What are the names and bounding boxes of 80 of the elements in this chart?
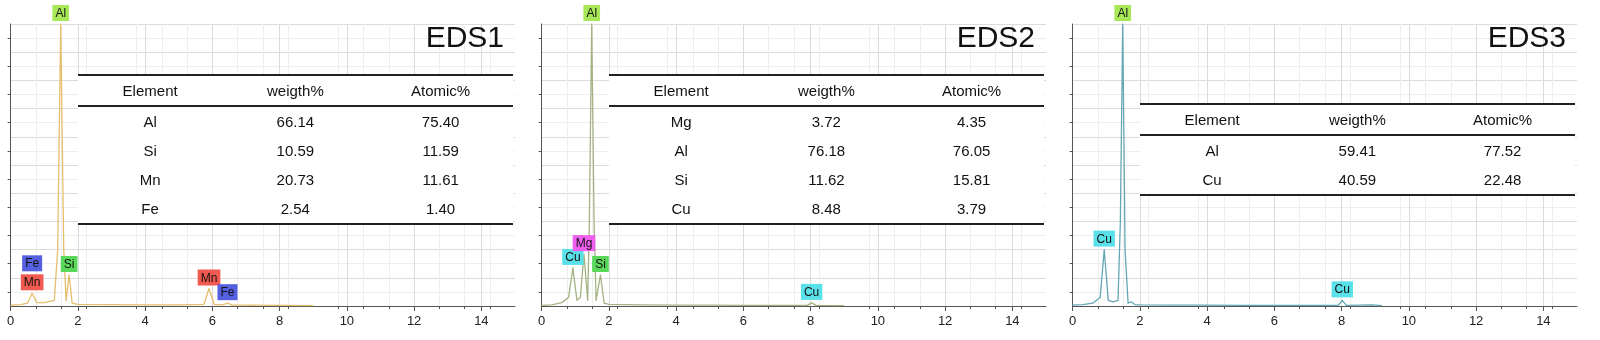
x-tick-label: 12 — [1468, 313, 1484, 328]
annotation: Mg — [575, 236, 593, 251]
annotation: 22.48 — [1482, 170, 1523, 188]
annotation: 3.79 — [956, 199, 988, 217]
annotation: 2.54 — [279, 199, 311, 217]
annotation: 76.05 — [951, 141, 992, 159]
chart-title: EDS2 — [956, 19, 1036, 53]
annotation: Atomic% — [941, 81, 1003, 99]
x-tick-label: 10 — [870, 313, 886, 328]
x-tick-label: 6 — [739, 313, 747, 328]
annotation: Element — [652, 81, 710, 99]
x-tick-label: 4 — [1203, 313, 1211, 328]
x-tick-label: 4 — [672, 313, 680, 328]
annotation: Mg — [669, 112, 693, 130]
x-tick-label: 0 — [7, 313, 15, 328]
x-tick-label: 8 — [807, 313, 815, 328]
x-tick-label: 14 — [474, 313, 489, 328]
annotation: 66.14 — [275, 112, 316, 130]
annotation: 40.59 — [1337, 170, 1378, 188]
x-tick-label: 10 — [339, 313, 355, 328]
annotation: 77.52 — [1482, 141, 1523, 159]
x-tick-label: 10 — [1401, 313, 1417, 328]
chart-title: EDS1 — [425, 19, 505, 53]
annotation: Fe — [25, 256, 40, 271]
annotation: Al — [1204, 141, 1220, 159]
x-tick-label: 14 — [1005, 313, 1020, 328]
annotation: Element — [121, 81, 179, 99]
annotation: 4.35 — [956, 112, 988, 130]
chart-title: EDS3 — [1487, 19, 1567, 53]
annotation: Al — [673, 141, 689, 159]
x-tick-label: 12 — [937, 313, 953, 328]
annotation: Al — [586, 6, 598, 20]
annotation: Fe — [140, 199, 160, 217]
annotation: Mn — [138, 170, 162, 188]
x-tick-label: 14 — [1536, 313, 1551, 328]
annotation: 15.81 — [951, 170, 992, 188]
annotation: weigth% — [1328, 110, 1387, 128]
annotation: weigth% — [266, 81, 325, 99]
x-tick-label: 6 — [1270, 313, 1278, 328]
annotation: Cu — [1201, 170, 1223, 188]
x-tick-label: 2 — [605, 313, 613, 328]
annotation: 11.61 — [421, 170, 460, 188]
annotation: Atomic% — [1472, 110, 1534, 128]
annotation: Al — [1117, 6, 1129, 20]
annotation: Si — [673, 170, 689, 188]
x-tick-label: 6 — [208, 313, 216, 328]
annotation: Cu — [670, 199, 692, 217]
annotation: 11.62 — [807, 170, 846, 188]
annotation: 1.40 — [425, 199, 457, 217]
annotation: Si — [595, 256, 606, 271]
annotation: Cu — [565, 249, 581, 264]
annotation: Atomic% — [410, 81, 472, 99]
annotation: 59.41 — [1337, 141, 1378, 159]
annotation: weigth% — [797, 81, 856, 99]
x-tick-label: 0 — [1069, 313, 1077, 328]
annotation: Cu — [1334, 282, 1350, 297]
annotation: Element — [1183, 110, 1241, 128]
x-tick-label: 8 — [1338, 313, 1346, 328]
annotation: 76.18 — [806, 141, 847, 159]
x-tick-label: 8 — [276, 313, 284, 328]
annotation: 8.48 — [810, 199, 842, 217]
annotation: 10.59 — [275, 141, 316, 159]
annotation: 3.72 — [810, 112, 842, 130]
annotation: Fe — [220, 285, 235, 300]
x-tick-label: 0 — [538, 313, 546, 328]
annotation: Cu — [1096, 231, 1112, 246]
annotation: Si — [142, 141, 158, 159]
x-tick-label: 12 — [406, 313, 422, 328]
x-tick-label: 2 — [74, 313, 82, 328]
annotation: 11.59 — [421, 141, 460, 159]
annotation: Si — [63, 256, 75, 271]
annotation: 75.40 — [420, 112, 461, 130]
x-tick-label: 4 — [141, 313, 149, 328]
annotation: Mn — [23, 275, 41, 290]
annotation: Al — [55, 6, 67, 20]
annotation: Mn — [200, 270, 218, 285]
annotation: Cu — [803, 284, 820, 299]
annotation: 20.73 — [275, 170, 316, 188]
x-tick-label: 2 — [1136, 313, 1144, 328]
annotation: Al — [142, 112, 158, 130]
